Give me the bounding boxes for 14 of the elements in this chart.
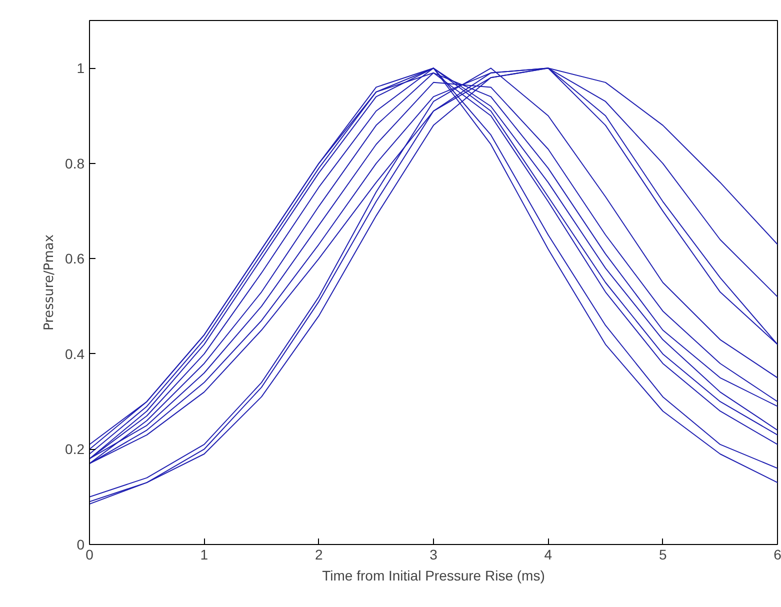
x-tick-label: 6 [774,546,781,562]
x-axis-title: Time from Initial Pressure Rise (ms) [322,568,545,584]
y-tick-label: 0.4 [65,346,85,362]
x-tick-label: 1 [200,546,208,562]
y-tick-label: 0 [76,536,85,552]
x-tick-label: 3 [430,546,438,562]
x-tick-label: 4 [544,546,552,562]
y-tick-label: 1 [76,60,85,76]
y-tick-label: 0.8 [65,155,85,172]
y-tick-label: 0.6 [65,250,85,267]
y-tick-label: 0.2 [65,441,85,458]
x-tick-label: 2 [314,546,323,562]
x-tick-label: 5 [658,546,667,562]
y-axis-title: Pressure/Pmax [42,234,58,331]
